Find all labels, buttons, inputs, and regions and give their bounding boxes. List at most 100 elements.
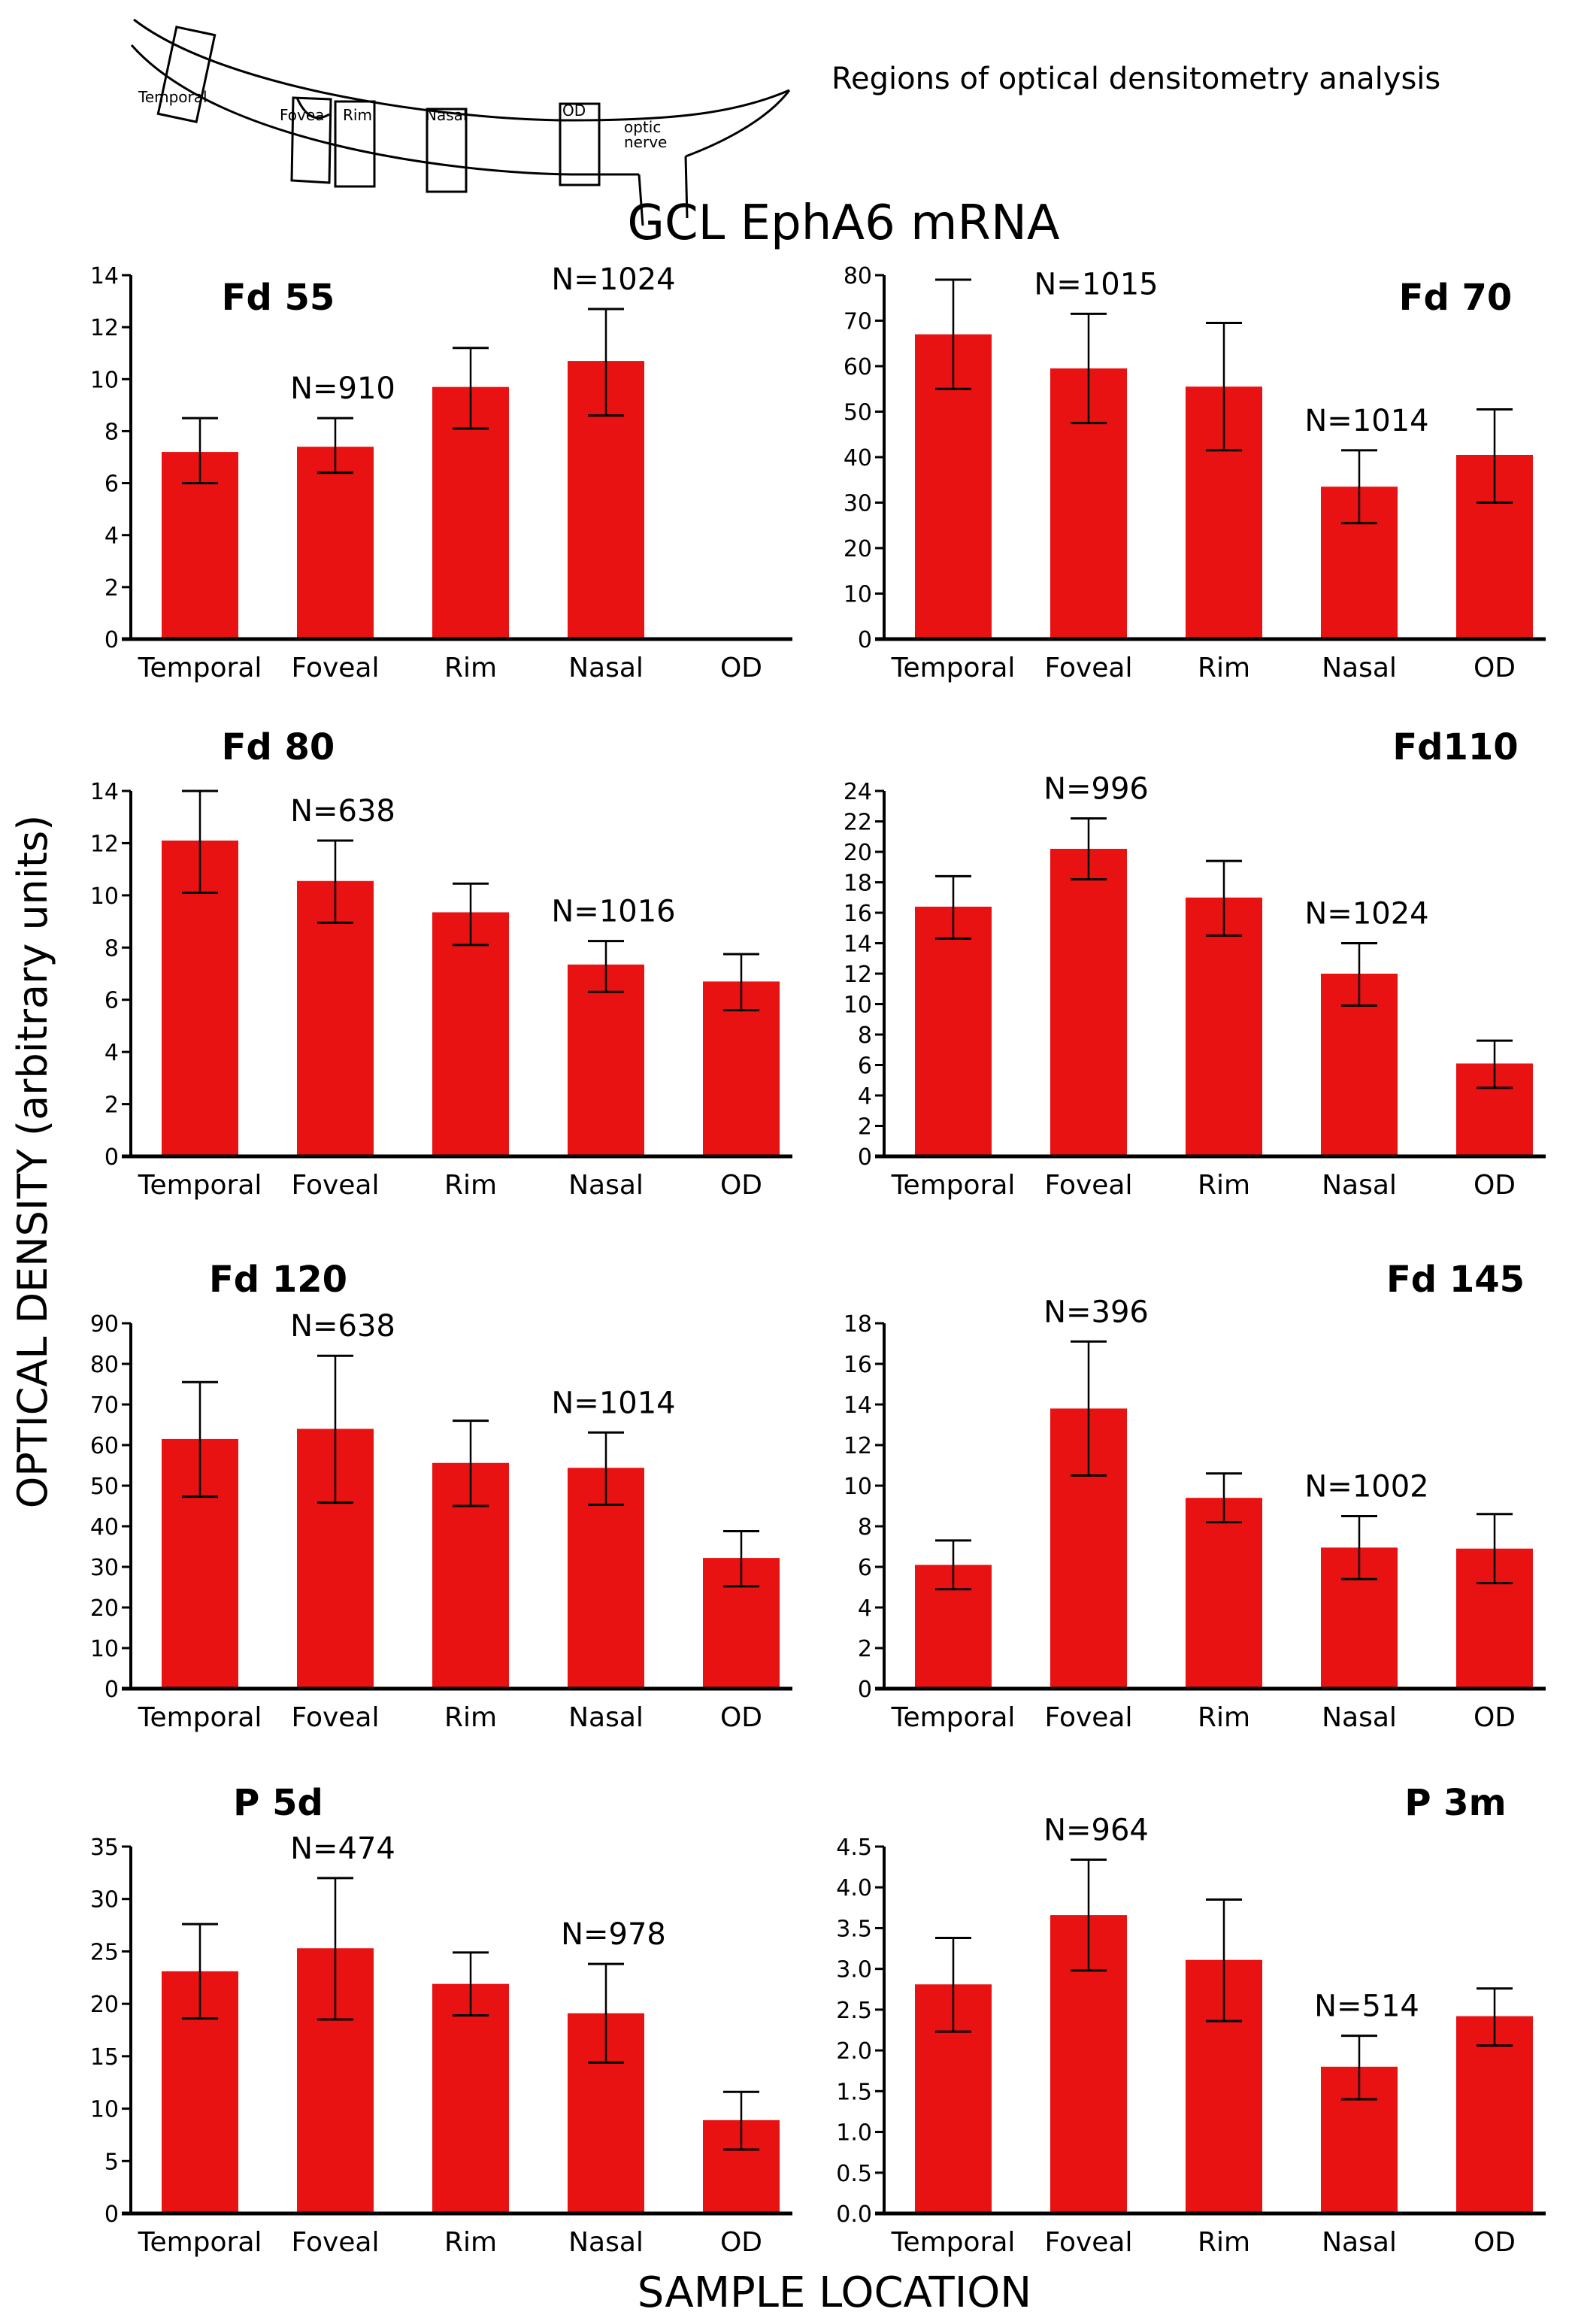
y-tick-label: 14 <box>90 779 119 805</box>
x-tick-label: Temporal <box>138 2227 262 2258</box>
y-tick-label: 3.5 <box>836 1916 872 1942</box>
panel-title: P 5d <box>233 1782 323 1824</box>
x-tick-label: Nasal <box>1322 653 1397 683</box>
retina-inner-arc <box>133 18 790 122</box>
x-tick-label: Foveal <box>1045 1702 1133 1733</box>
region-label-od: OD <box>562 102 586 120</box>
sample-size-annotation: N=1024 <box>1304 897 1428 932</box>
x-tick-label: Foveal <box>1045 653 1133 683</box>
x-tick-label: OD <box>1474 1170 1516 1201</box>
y-tick-label: 0.5 <box>836 2161 872 2187</box>
panel-title: Fd110 <box>1392 726 1518 768</box>
x-tick-label: Foveal <box>292 653 380 683</box>
y-tick-label: 70 <box>844 309 872 335</box>
y-tick-label: 12 <box>90 831 119 857</box>
y-tick-label: 30 <box>90 1555 119 1581</box>
retina-outer-arc <box>130 44 639 176</box>
sample-size-annotation: N=910 <box>290 371 395 406</box>
y-tick-label: 1.5 <box>836 2079 872 2105</box>
y-tick-label: 8 <box>858 1023 872 1049</box>
chart-panel-fd-120: Temporal Foveal Rim Nasal OD 0 10 20 30 40 50 60 70 8… <box>90 1259 792 1733</box>
x-tick-label: Temporal <box>891 1170 1016 1201</box>
sample-size-annotation: N=978 <box>561 1917 666 1952</box>
y-tick-label: 2 <box>858 1636 872 1662</box>
chart-panel-fd-70: Temporal Foveal Rim Nasal OD 0 10 20 30 40 50 60 70 8… <box>844 263 1546 683</box>
x-axis-label: SAMPLE LOCATION <box>638 2268 1031 2317</box>
x-tick-label: OD <box>1474 1702 1516 1733</box>
y-tick-label: 12 <box>844 962 872 988</box>
y-tick-label: 0 <box>858 1677 872 1703</box>
bar-nasal <box>568 964 644 1156</box>
chart-panel-p-3m: Temporal Foveal Rim Nasal OD 0.0 0.5 1.0 1.5 2.0 2… <box>836 1782 1546 2258</box>
sample-size-annotation: N=1015 <box>1034 267 1158 301</box>
x-tick-label: OD <box>720 2227 762 2258</box>
panel-title: P 3m <box>1404 1782 1506 1824</box>
bar-rim <box>1186 897 1262 1156</box>
x-tick-label: Temporal <box>138 1170 262 1201</box>
y-tick-label: 10 <box>90 1636 119 1662</box>
y-tick-label: 4 <box>858 1083 872 1110</box>
y-tick-label: 14 <box>90 263 119 289</box>
optic-nerve-label-1: optic <box>624 118 661 136</box>
y-tick-label: 50 <box>90 1474 119 1500</box>
x-tick-label: Nasal <box>568 653 644 683</box>
y-tick-label: 2 <box>104 575 119 601</box>
y-tick-label: 18 <box>844 871 872 897</box>
bar-foveal <box>297 880 374 1156</box>
y-tick-label: 25 <box>90 1939 119 1965</box>
bar-temporal <box>915 906 992 1156</box>
x-tick-label: OD <box>720 653 762 683</box>
region-box-od <box>559 102 601 186</box>
y-tick-label: 6 <box>104 988 119 1014</box>
y-tick-label: 2 <box>858 1114 872 1141</box>
x-tick-label: Temporal <box>138 653 262 683</box>
region-label-rim: Rim <box>343 106 372 124</box>
sample-size-annotation: N=1014 <box>1304 404 1428 438</box>
y-tick-label: 0 <box>858 627 872 653</box>
y-tick-label: 1.0 <box>836 2120 872 2147</box>
y-tick-label: 60 <box>90 1433 119 1459</box>
y-tick-label: 10 <box>90 367 119 393</box>
x-tick-label: Nasal <box>568 1170 644 1201</box>
y-tick-label: 10 <box>844 992 872 1019</box>
y-tick-label: 4 <box>858 1595 872 1622</box>
x-tick-label: Foveal <box>292 1702 380 1733</box>
x-tick-label: OD <box>1474 653 1516 683</box>
y-tick-label: 14 <box>844 1392 872 1419</box>
fovea-pit <box>295 97 330 120</box>
y-tick-label: 16 <box>844 901 872 927</box>
x-tick-label: Temporal <box>138 1702 262 1733</box>
y-tick-label: 12 <box>90 315 119 341</box>
sample-size-annotation: N=396 <box>1043 1295 1149 1329</box>
y-tick-label: 0 <box>858 1144 872 1171</box>
y-axis-label: OPTICAL DENSITY (arbitrary units) <box>9 815 56 1509</box>
x-tick-label: Rim <box>444 1170 497 1201</box>
y-tick-label: 0 <box>104 2201 119 2228</box>
y-tick-label: 20 <box>90 1992 119 2018</box>
panel-title: Fd 55 <box>222 277 335 319</box>
y-tick-label: 80 <box>90 1352 119 1378</box>
optic-nerve-right-edge <box>684 156 689 219</box>
x-tick-label: Temporal <box>891 2227 1016 2258</box>
chart-panel-fd-145: Temporal Foveal Rim Nasal OD 0 2 4 6 8 10 12 14 16 18 N… <box>844 1259 1546 1733</box>
x-tick-label: OD <box>720 1170 762 1201</box>
sample-size-annotation: N=996 <box>1043 771 1149 806</box>
y-tick-label: 6 <box>858 1053 872 1080</box>
x-tick-label: Temporal <box>891 653 1016 683</box>
y-tick-label: 0 <box>104 1677 119 1703</box>
x-tick-label: OD <box>1474 2227 1516 2258</box>
y-tick-label: 10 <box>844 1474 872 1500</box>
region-box-nasal <box>426 108 468 193</box>
chart-panel-p-5d: Temporal Foveal Rim Nasal OD 0 5 10 15 20 25 30 35 N=… <box>90 1782 792 2258</box>
x-tick-label: Foveal <box>292 2227 380 2258</box>
x-tick-label: Rim <box>1198 653 1250 683</box>
sample-size-annotation: N=638 <box>290 794 395 829</box>
y-tick-label: 15 <box>90 2044 119 2071</box>
x-tick-label: Rim <box>1198 1702 1250 1733</box>
sample-size-annotation: N=964 <box>1043 1813 1149 1847</box>
bar-rim <box>432 1983 509 2213</box>
y-tick-label: 5 <box>104 2149 119 2175</box>
panel-title: Fd 145 <box>1386 1259 1525 1301</box>
x-tick-label: Foveal <box>292 1170 380 1201</box>
